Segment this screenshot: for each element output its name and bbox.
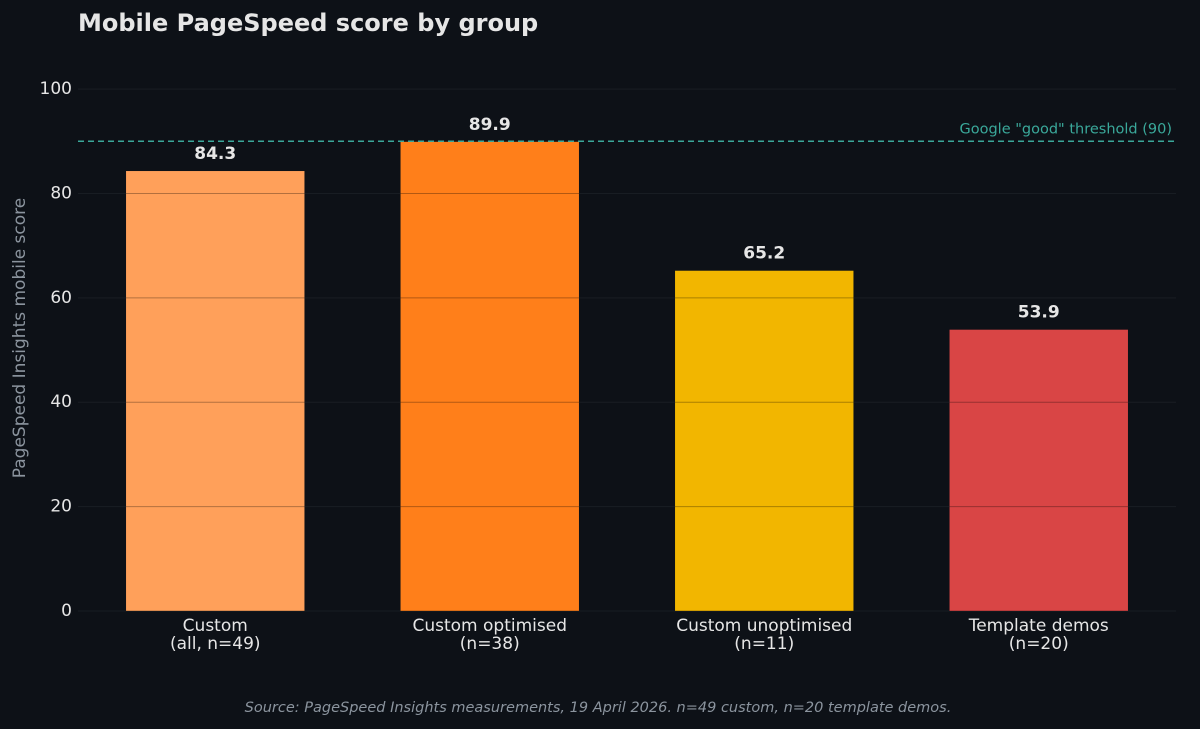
bar	[949, 329, 1128, 611]
y-tick-label: 80	[50, 183, 72, 203]
y-tick-label: 0	[61, 601, 72, 621]
bar	[126, 171, 305, 611]
value-label: 84.3	[194, 144, 236, 164]
value-label: 53.9	[1018, 303, 1060, 323]
x-tick-label: Custom unoptimised (n=11)	[676, 616, 852, 654]
source-note: Source: PageSpeed Insights measurements,…	[245, 700, 952, 716]
x-tick-label: Template demos (n=20)	[968, 616, 1109, 654]
bar	[675, 270, 854, 611]
y-tick-label: 100	[40, 79, 72, 99]
y-tick-label: 40	[50, 392, 72, 412]
y-axis-label: PageSpeed Insights mobile score	[10, 198, 30, 478]
x-tick-label: Custom (all, n=49)	[170, 616, 261, 654]
y-tick-label: 20	[50, 497, 72, 517]
chart-title: Mobile PageSpeed score by group	[78, 9, 538, 37]
value-label: 89.9	[469, 115, 511, 135]
value-label: 65.2	[743, 244, 785, 264]
x-tick-label: Custom optimised (n=38)	[412, 616, 567, 654]
threshold-label: Google "good" threshold (90)	[959, 121, 1172, 137]
y-tick-label: 60	[50, 288, 72, 308]
bar	[400, 141, 579, 611]
